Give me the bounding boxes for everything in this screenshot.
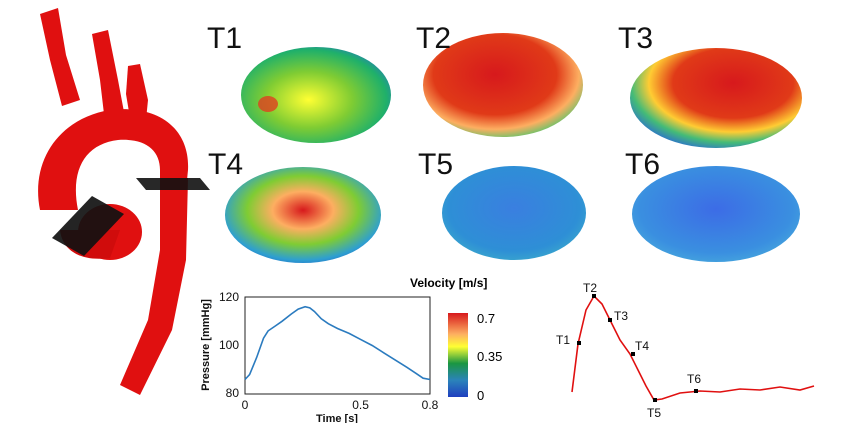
panel-label-t5: T5 bbox=[418, 148, 454, 181]
colorbar-tick-min: 0 bbox=[477, 388, 485, 403]
waveform-label-t1: T1 bbox=[556, 333, 570, 347]
cut-plane-descending bbox=[136, 178, 210, 190]
slice-t1 bbox=[241, 47, 391, 143]
waveform-label-t6: T6 bbox=[687, 372, 701, 386]
marker-t6 bbox=[694, 389, 698, 393]
marker-t2 bbox=[592, 294, 596, 298]
pressure-series-line bbox=[244, 305, 431, 381]
aorta-model bbox=[38, 8, 210, 395]
panel-label-t2: T2 bbox=[416, 22, 452, 55]
waveform-label-t2: T2 bbox=[583, 282, 597, 295]
colorbar bbox=[448, 313, 468, 397]
aorta-descending bbox=[120, 178, 188, 395]
waveform-label-t4: T4 bbox=[635, 339, 649, 353]
pressure-plot: 120 100 80 0 0.5 0.8 Time [s] Pressure [… bbox=[200, 290, 439, 423]
aorta-arch bbox=[38, 109, 189, 210]
cut-plane-ascending bbox=[52, 196, 124, 256]
aorta-branch-left bbox=[40, 8, 80, 106]
plot-axes-box bbox=[244, 296, 431, 395]
colorbar-tick-max: 0.7 bbox=[477, 311, 496, 326]
panel-label-t6: T6 bbox=[625, 148, 661, 181]
marker-t1 bbox=[577, 341, 581, 345]
panel-label-t3: T3 bbox=[618, 22, 654, 55]
slice-t6 bbox=[632, 166, 800, 262]
slice-t2 bbox=[423, 33, 583, 137]
velocity-slices bbox=[225, 33, 802, 263]
slice-t5 bbox=[442, 166, 586, 260]
xtick-0.5: 0.5 bbox=[352, 398, 369, 412]
colorbar-tick-mid: 0.35 bbox=[477, 349, 503, 364]
plot-ylabel: Pressure [mmHg] bbox=[200, 299, 212, 391]
ytick-80: 80 bbox=[226, 386, 240, 400]
colorbar-title: Velocity [m/s] bbox=[410, 276, 488, 290]
slice-t4 bbox=[225, 167, 381, 263]
marker-t3 bbox=[608, 318, 612, 322]
panel-label-t1: T1 bbox=[207, 22, 243, 55]
aorta-branch-mid bbox=[92, 30, 124, 114]
pressure-waveform: T1 T2 T3 T4 T5 T6 bbox=[556, 282, 815, 420]
aorta-branch-right bbox=[126, 64, 148, 120]
marker-t5 bbox=[653, 398, 657, 402]
waveform-label-t5: T5 bbox=[647, 406, 661, 420]
ytick-120: 120 bbox=[219, 290, 239, 304]
xtick-0: 0 bbox=[242, 398, 249, 412]
marker-t4 bbox=[631, 352, 635, 356]
ytick-100: 100 bbox=[219, 338, 239, 352]
waveform-label-t3: T3 bbox=[614, 309, 628, 323]
xtick-0.8: 0.8 bbox=[422, 398, 439, 412]
panel-label-t4: T4 bbox=[208, 148, 244, 181]
slice-t3 bbox=[630, 48, 802, 148]
plot-xlabel: Time [s] bbox=[316, 413, 358, 423]
